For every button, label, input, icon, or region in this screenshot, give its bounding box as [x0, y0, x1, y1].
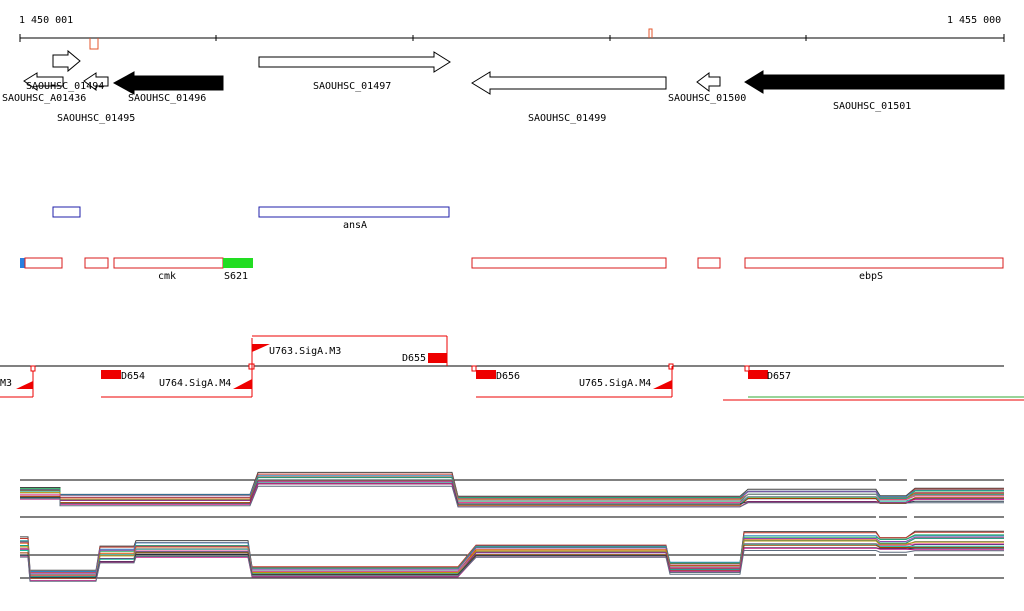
d656-box[interactable] — [476, 370, 496, 379]
ruler-start-label: 1 450 001 — [19, 15, 73, 26]
red-feature[interactable] — [471, 257, 667, 269]
feature-label-ansA: ansA — [343, 220, 367, 231]
ruler-marker — [648, 28, 653, 38]
gene-label-01494: SAOUHSC_01494 — [26, 81, 104, 92]
blue-annotation-track: ansA — [52, 206, 450, 231]
reg-label-m3: M3 — [0, 378, 12, 389]
gene-label-a01436: SAOUHSC_A01436 — [2, 93, 86, 104]
gene-arrow-01501[interactable] — [744, 70, 1005, 94]
blue-tick — [20, 258, 25, 268]
promoter-u765[interactable] — [653, 380, 672, 389]
gene-arrow-01497[interactable] — [258, 51, 451, 73]
expression-track-2 — [20, 527, 1004, 587]
red-feature-ebpS[interactable] — [744, 257, 1004, 269]
promoter-u764[interactable] — [233, 379, 252, 389]
expression-profile-lines-1 — [20, 471, 1004, 508]
reg-label-u765: U765.SigA.M4 — [579, 378, 651, 389]
blue-feature-ansA[interactable] — [258, 206, 450, 218]
gene-arrow-01496[interactable] — [112, 71, 224, 95]
feature-label-ebpS: ebpS — [859, 271, 883, 282]
feature-label-cmk: cmk — [158, 271, 176, 282]
gene-arrow-a01436[interactable] — [23, 72, 64, 91]
gene-label-01495: SAOUHSC_01495 — [57, 113, 135, 124]
red-feature[interactable] — [24, 257, 63, 269]
red-feature-cmk[interactable] — [113, 257, 224, 269]
green-feature-s621[interactable] — [223, 258, 253, 268]
red-feature[interactable] — [697, 257, 721, 269]
gene-label-01497: SAOUHSC_01497 — [313, 81, 391, 92]
expression-profile-lines-2 — [20, 530, 1004, 582]
coordinate-ruler: 1 450 001 1 455 000 — [19, 15, 1005, 50]
expression-profile-line — [20, 547, 1004, 578]
expression-profile-line — [20, 550, 1004, 582]
regulatory-track: M3 D654 U764.SigA.M4 U763.SigA.M3 D655 D… — [0, 335, 1024, 401]
reg-label-u763: U763.SigA.M3 — [269, 346, 341, 357]
promoter-u763[interactable] — [252, 344, 270, 352]
gene-arrow-01500[interactable] — [696, 72, 721, 92]
expression-track-1 — [20, 471, 1004, 520]
promoter-m3-left[interactable] — [16, 381, 33, 389]
gene-label-01501: SAOUHSC_01501 — [833, 101, 911, 112]
reg-label-d655: D655 — [402, 353, 426, 364]
expression-profile-line — [20, 473, 1004, 498]
d654-box[interactable] — [101, 370, 121, 379]
gene-label-01499: SAOUHSC_01499 — [528, 113, 606, 124]
gene-arrow-01495[interactable] — [83, 72, 109, 91]
feature-label-s621: S621 — [224, 271, 248, 282]
gene-arrow-01499[interactable] — [471, 71, 667, 95]
gene-label-01500: SAOUHSC_01500 — [668, 93, 746, 104]
red-feature[interactable] — [84, 257, 109, 269]
gene-arrow-01494[interactable] — [52, 49, 81, 73]
reg-label-d656: D656 — [496, 371, 520, 382]
gene-track: SAOUHSC_01494 SAOUHSC_A01436 SAOUHSC_014… — [2, 49, 1005, 124]
red-annotation-track: cmk S621 ebpS — [20, 257, 1004, 282]
reg-label-d654: D654 — [121, 371, 145, 382]
expression-profile-line — [20, 485, 1004, 508]
reg-label-d657: D657 — [767, 371, 791, 382]
expression-profile-line — [20, 471, 1004, 497]
ruler-end-label: 1 455 000 — [947, 15, 1001, 26]
ruler-marker — [89, 38, 99, 50]
d657-box[interactable] — [748, 370, 768, 379]
reg-label-u764: U764.SigA.M4 — [159, 378, 231, 389]
blue-feature[interactable] — [52, 206, 81, 218]
d655-box[interactable] — [428, 353, 447, 363]
gene-label-01496: SAOUHSC_01496 — [128, 93, 206, 104]
